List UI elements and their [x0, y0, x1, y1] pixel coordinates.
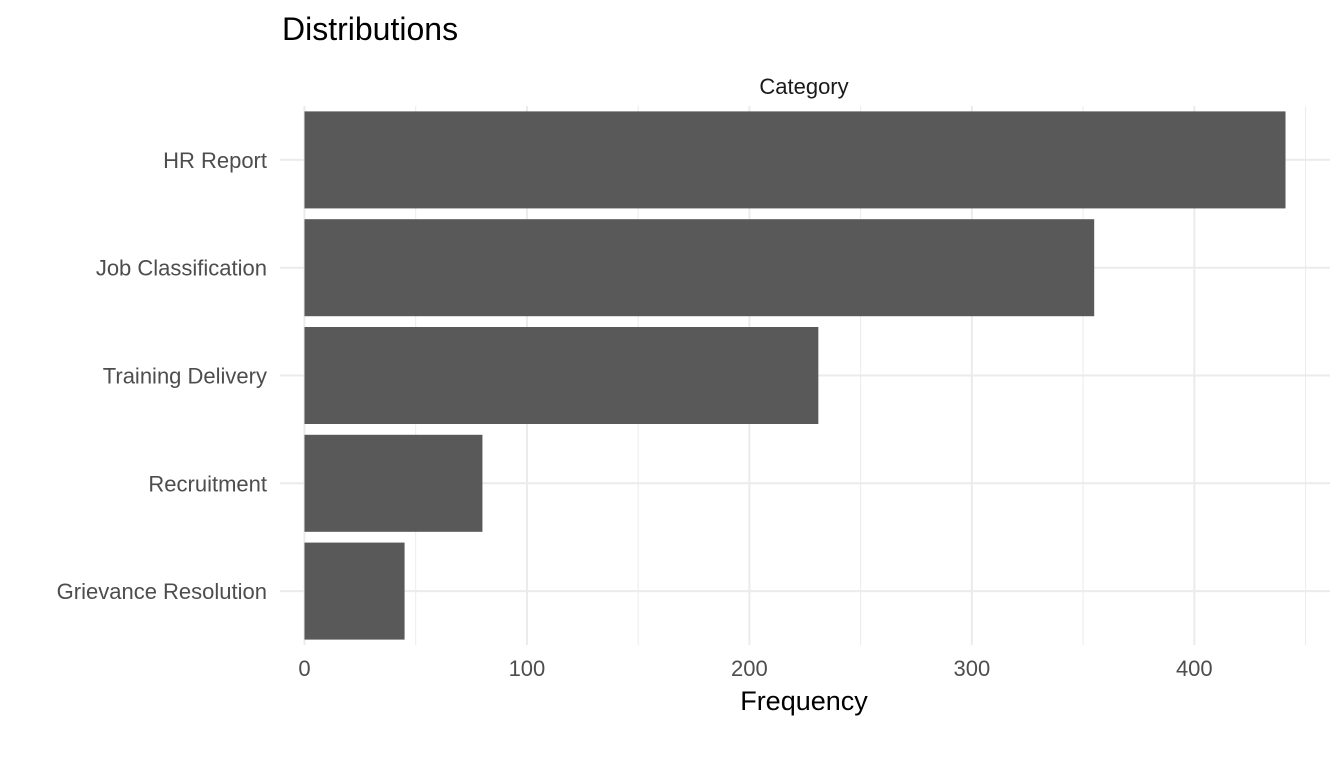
bar — [304, 111, 1286, 209]
x-tick-label: 0 — [298, 656, 310, 681]
y-tick-label: Training Delivery — [103, 364, 267, 389]
y-tick-labels: HR Report Job Classification Training Deli… — [57, 148, 267, 604]
chart-title: Distributions — [282, 11, 458, 47]
bars — [304, 111, 1286, 640]
x-tick-label: 400 — [1176, 656, 1213, 681]
y-tick-label: HR Report — [163, 148, 267, 173]
bar — [304, 434, 483, 532]
bar — [304, 326, 819, 425]
bar — [304, 542, 405, 640]
x-tick-label: 200 — [731, 656, 768, 681]
x-tick-label: 300 — [953, 656, 990, 681]
x-tick-labels: 0 100 200 300 400 — [298, 656, 1212, 681]
y-tick-label: Recruitment — [148, 471, 267, 496]
y-tick-label: Job Classification — [96, 256, 267, 281]
facet-strip-label: Category — [759, 74, 848, 99]
y-tick-label: Grievance Resolution — [57, 579, 267, 604]
x-axis-title: Frequency — [740, 686, 868, 716]
bar — [304, 219, 1095, 317]
x-tick-label: 100 — [509, 656, 546, 681]
